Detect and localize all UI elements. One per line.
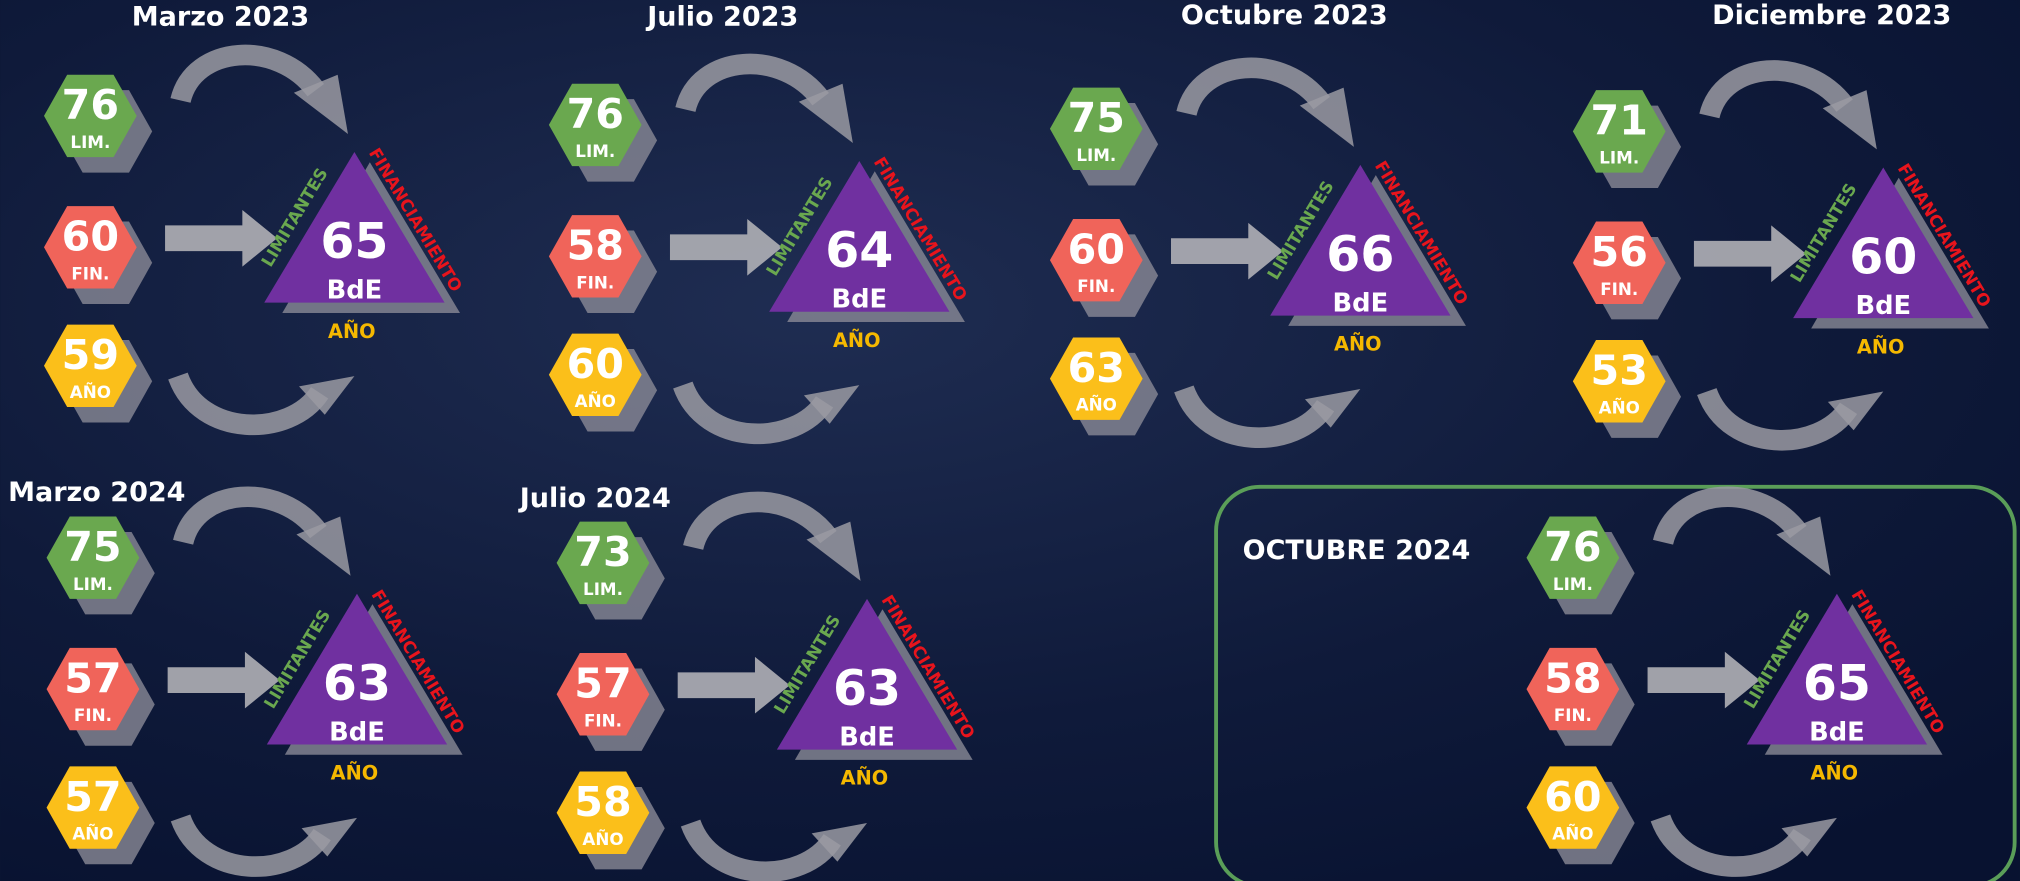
lim-label: LIM. (575, 141, 615, 161)
bde-label: BdE (1809, 717, 1865, 747)
fin-value: 60 (62, 213, 119, 261)
fin-label: FIN. (1600, 279, 1638, 299)
ano-value: 53 (1591, 347, 1648, 395)
ano-caption: AÑO (1334, 332, 1382, 356)
page: Marzo 202376LIM.60FIN.59AÑO65BdEAÑOLIMIT… (0, 0, 2020, 881)
fin-value: 57 (574, 660, 631, 708)
ano-label: AÑO (72, 822, 113, 844)
bde-value: 65 (320, 213, 388, 270)
bde-value: 65 (1803, 655, 1871, 712)
lim-label: LIM. (70, 132, 110, 152)
lim-value: 75 (64, 523, 121, 571)
panel-title: OCTUBRE 2024 (1243, 535, 1471, 566)
lim-value: 76 (62, 81, 119, 129)
lim-label: LIM. (1599, 147, 1639, 167)
bde-value: 66 (1326, 226, 1394, 283)
fin-label: FIN. (71, 263, 109, 283)
lim-value: 73 (574, 528, 631, 576)
fin-value: 60 (1068, 225, 1125, 273)
ano-value: 60 (567, 340, 624, 388)
panel-title: Diciembre 2023 (1712, 0, 1951, 31)
lim-value: 76 (1544, 523, 1601, 571)
fin-value: 56 (1591, 228, 1648, 276)
bde-label: BdE (329, 717, 385, 747)
fin-label: FIN. (74, 705, 112, 725)
fin-value: 58 (567, 222, 624, 270)
ano-value: 60 (1544, 773, 1601, 821)
fin-label: FIN. (1077, 276, 1115, 296)
bde-label: BdE (327, 276, 383, 306)
lim-label: LIM. (1076, 145, 1116, 165)
bde-label: BdE (1333, 288, 1389, 318)
ano-label: AÑO (1552, 822, 1593, 844)
fin-label: FIN. (1554, 705, 1592, 725)
bde-value: 60 (1849, 229, 1917, 286)
bde-label: BdE (831, 285, 887, 315)
ano-value: 58 (574, 778, 631, 826)
ano-caption: AÑO (1811, 761, 1859, 785)
lim-label: LIM. (1553, 574, 1593, 594)
panel-title: Marzo 2024 (8, 477, 185, 508)
ano-label: AÑO (1076, 393, 1117, 415)
ano-caption: AÑO (331, 761, 379, 785)
fin-value: 58 (1544, 654, 1601, 702)
infographic: Marzo 202376LIM.60FIN.59AÑO65BdEAÑOLIMIT… (0, 0, 2020, 881)
lim-value: 76 (567, 90, 624, 138)
panel-title: Julio 2024 (518, 483, 671, 514)
ano-caption: AÑO (328, 319, 376, 343)
bde-value: 64 (825, 222, 893, 279)
lim-label: LIM. (73, 574, 113, 594)
ano-label: AÑO (1599, 395, 1640, 417)
bde-label: BdE (839, 723, 895, 753)
lim-value: 75 (1068, 94, 1125, 142)
ano-label: AÑO (582, 827, 623, 849)
fin-value: 57 (64, 654, 121, 702)
bde-label: BdE (1855, 291, 1911, 321)
lim-value: 71 (1591, 97, 1648, 145)
ano-value: 59 (62, 331, 119, 379)
fin-label: FIN. (584, 710, 622, 730)
ano-caption: AÑO (1857, 334, 1905, 358)
bde-value: 63 (833, 660, 901, 717)
panel-title: Julio 2023 (645, 2, 798, 33)
ano-caption: AÑO (833, 328, 881, 352)
panel-title: Octubre 2023 (1181, 0, 1388, 31)
ano-label: AÑO (70, 380, 111, 402)
ano-caption: AÑO (841, 766, 889, 790)
panel-title: Marzo 2023 (132, 2, 309, 33)
ano-value: 57 (64, 773, 121, 821)
ano-value: 63 (1068, 344, 1125, 392)
bde-value: 63 (323, 655, 391, 712)
lim-label: LIM. (583, 579, 623, 599)
fin-label: FIN. (576, 272, 614, 292)
ano-label: AÑO (575, 389, 616, 411)
